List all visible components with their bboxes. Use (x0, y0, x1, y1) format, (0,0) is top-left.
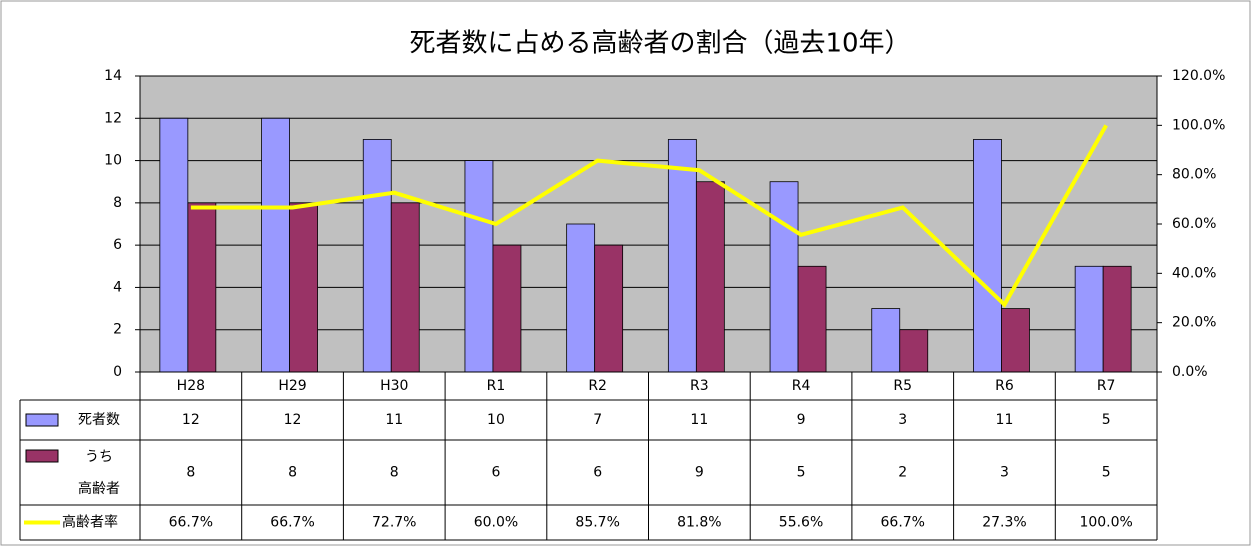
table-value: 66.7% (881, 515, 925, 531)
bar (871, 308, 901, 373)
table-value: 8 (390, 465, 399, 481)
table-value: 81.8% (677, 515, 721, 531)
line (190, 124, 1108, 308)
x-tick-label: R5 (893, 378, 912, 394)
bar (1001, 308, 1030, 373)
y2-tick-label: 40.0% (1172, 265, 1216, 281)
table-value: 6 (491, 465, 500, 481)
y2-tick-label: 100.0% (1172, 117, 1225, 133)
x-tick-label: R1 (487, 378, 506, 394)
y2-tick-label: 120.0% (1172, 68, 1225, 84)
table-value: 12 (182, 412, 200, 428)
bar (667, 139, 697, 373)
legend-swatch (25, 449, 59, 463)
table-value: 8 (186, 465, 195, 481)
bar (159, 117, 189, 373)
bar (187, 202, 217, 373)
table-value: 8 (288, 465, 297, 481)
legend-label-box: 死者数 (78, 412, 120, 428)
bar (594, 244, 624, 373)
legend-label: 死者数 (78, 412, 120, 428)
bar (797, 265, 827, 373)
y2-tick-label: 20.0% (1172, 315, 1216, 331)
legend-swatch (25, 413, 59, 427)
table-value: 7 (593, 412, 602, 428)
bar (973, 139, 1002, 373)
legend-label-box: うち 高齢者 (78, 448, 120, 497)
y2-tick-label: 0.0% (1172, 364, 1208, 380)
table-value: 11 (385, 412, 403, 428)
y-tick-label: 4 (113, 279, 122, 295)
chart-title: 死者数に占める高齢者の割合（過去10年） (409, 29, 910, 59)
bar (1074, 265, 1104, 373)
legend-label: うち 高齢者 (78, 448, 120, 497)
x-tick-label: R4 (792, 378, 811, 394)
bar (390, 202, 420, 373)
bar (769, 181, 799, 373)
y-tick-label: 6 (113, 237, 122, 253)
table-value: 100.0% (1079, 515, 1132, 531)
table-value: 3 (1000, 465, 1009, 481)
x-tick-label: H29 (278, 378, 306, 394)
bar (1102, 265, 1132, 373)
y-tick-label: 10 (104, 153, 122, 169)
y-tick-label: 12 (104, 110, 122, 126)
table-value: 5 (1102, 412, 1111, 428)
table-value: 27.3% (982, 515, 1026, 531)
table-value: 6 (593, 465, 602, 481)
y-tick-label: 2 (113, 322, 122, 338)
x-tick-label: H28 (177, 378, 205, 394)
table-value: 5 (1102, 465, 1111, 481)
table-value: 9 (797, 412, 806, 428)
bar (289, 202, 318, 373)
y2-tick-label: 60.0% (1172, 216, 1216, 232)
table-value: 3 (898, 412, 907, 428)
table-value: 11 (996, 412, 1014, 428)
x-tick-label: R7 (1097, 378, 1116, 394)
table-value: 9 (695, 465, 704, 481)
x-tick-label: R2 (588, 378, 607, 394)
table-value: 5 (797, 465, 806, 481)
table-value: 11 (690, 412, 708, 428)
bar (261, 117, 290, 373)
bar (566, 223, 596, 373)
x-tick-label: H30 (380, 378, 408, 394)
y2-tick-label: 80.0% (1172, 167, 1216, 183)
table-value: 72.7% (372, 515, 416, 531)
table-value: 66.7% (270, 515, 314, 531)
table-value: 60.0% (474, 515, 518, 531)
table-value: 2 (898, 465, 907, 481)
legend-label: 高齢者率 (62, 514, 118, 531)
table-value: 12 (284, 412, 302, 428)
bar (492, 244, 522, 373)
table-value: 66.7% (169, 515, 213, 531)
bar (899, 329, 929, 373)
table-value: 55.6% (779, 515, 823, 531)
bar (464, 160, 494, 373)
table-value: 85.7% (575, 515, 619, 531)
y-tick-label: 0 (113, 364, 122, 380)
x-tick-label: R6 (995, 378, 1014, 394)
table-value: 10 (487, 412, 505, 428)
x-tick-label: R3 (690, 378, 709, 394)
y-tick-label: 14 (104, 68, 122, 84)
y-tick-label: 8 (113, 195, 122, 211)
bar (362, 139, 392, 373)
bar (695, 181, 725, 373)
